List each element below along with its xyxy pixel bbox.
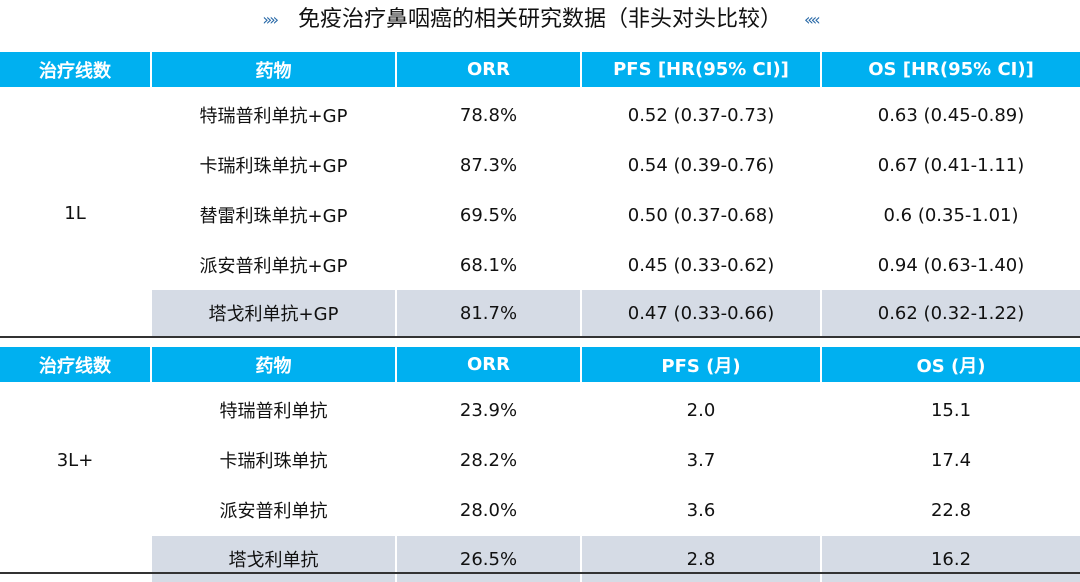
table-cell: 15.1 <box>930 399 972 421</box>
table2-header: 治疗线数 药物 ORR PFS (月) OS (月) <box>0 347 1080 382</box>
table-cell: 26.5% <box>397 536 580 582</box>
empty-cell <box>0 142 150 188</box>
divider <box>0 572 1080 574</box>
table-cell: 28.0% <box>459 499 518 521</box>
empty-cell <box>0 487 150 533</box>
table-cell: 0.52 (0.37-0.73) <box>627 104 775 126</box>
table-cell: 69.5% <box>459 204 518 226</box>
table1-line-label: 1L <box>64 203 86 224</box>
table-cell: 0.50 (0.37-0.68) <box>627 204 775 226</box>
column-header: OS [HR(95% CI)] <box>822 52 1080 87</box>
column-header: ORR <box>397 347 580 382</box>
table-cell: 81.7% <box>397 290 580 336</box>
table-cell: 22.8 <box>930 499 972 521</box>
table-cell: 0.6 (0.35-1.01) <box>883 204 1019 226</box>
empty-cell <box>0 536 150 582</box>
column-header: 治疗线数 <box>0 52 150 87</box>
table-row: 卡瑞利珠单抗+GP 87.3% 0.54 (0.39-0.76) 0.67 (0.41… <box>0 142 1080 188</box>
column-header: 药物 <box>152 347 395 382</box>
table-cell: 3.7 <box>686 449 716 471</box>
table-row: 塔戈利单抗 26.5% 2.8 16.2 <box>0 536 1080 582</box>
table-cell: 0.45 (0.33-0.62) <box>627 254 775 276</box>
column-header: 治疗线数 <box>0 347 150 382</box>
chevrons-left-icon: ‹‹‹‹ <box>804 10 821 29</box>
table-row: 替雷利珠单抗+GP 69.5% 0.50 (0.37-0.68) 0.6 (0.35-… <box>0 192 1080 238</box>
table-cell: 87.3% <box>459 154 518 176</box>
table-cell: 特瑞普利单抗 <box>219 401 328 422</box>
chevrons-right-icon: ›››› <box>262 10 279 29</box>
table-cell: 特瑞普利单抗+GP <box>199 106 348 127</box>
table-cell: 0.62 (0.32-1.22) <box>822 290 1080 336</box>
empty-cell <box>0 92 150 138</box>
table-cell: 17.4 <box>930 449 972 471</box>
table-row: 特瑞普利单抗+GP 78.8% 0.52 (0.37-0.73) 0.63 (0.45… <box>0 92 1080 138</box>
table-cell: 塔戈利单抗+GP <box>152 290 395 336</box>
table-cell: 替雷利珠单抗+GP <box>199 206 348 227</box>
title-text: 免疫治疗鼻咽癌的相关研究数据（非头对头比较） <box>297 7 782 32</box>
table-row: 卡瑞利珠单抗 28.2% 3.7 17.4 <box>0 437 1080 483</box>
table-cell: 派安普利单抗 <box>219 501 328 522</box>
table-cell: 派安普利单抗+GP <box>199 256 348 277</box>
column-header: 药物 <box>152 52 395 87</box>
table-cell: 0.63 (0.45-0.89) <box>877 104 1025 126</box>
table-cell: 23.9% <box>459 399 518 421</box>
table-cell: 0.54 (0.39-0.76) <box>627 154 775 176</box>
table-cell: 塔戈利单抗 <box>152 536 395 582</box>
table2-line-label: 3L+ <box>56 450 94 471</box>
table-cell: 2.0 <box>686 399 716 421</box>
empty-cell <box>0 387 150 433</box>
table-cell: 68.1% <box>459 254 518 276</box>
table-cell: 78.8% <box>459 104 518 126</box>
column-header: PFS (月) <box>582 347 820 382</box>
empty-cell <box>0 242 150 288</box>
column-header: OS (月) <box>822 347 1080 382</box>
page-title: ›››› 免疫治疗鼻咽癌的相关研究数据（非头对头比较） ‹‹‹‹ <box>0 4 1080 36</box>
table-row: 塔戈利单抗+GP 81.7% 0.47 (0.33-0.66) 0.62 (0.32-… <box>0 290 1080 336</box>
table-cell: 卡瑞利珠单抗+GP <box>199 156 348 177</box>
table-cell: 28.2% <box>459 449 518 471</box>
table-cell: 16.2 <box>822 536 1080 582</box>
divider <box>0 336 1080 338</box>
table-cell: 0.94 (0.63-1.40) <box>877 254 1025 276</box>
column-header: ORR <box>397 52 580 87</box>
column-header: PFS [HR(95% CI)] <box>582 52 820 87</box>
empty-cell <box>0 290 150 336</box>
table-cell: 3.6 <box>686 499 716 521</box>
table-row: 派安普利单抗+GP 68.1% 0.45 (0.33-0.62) 0.94 (0.63… <box>0 242 1080 288</box>
table-cell: 0.47 (0.33-0.66) <box>582 290 820 336</box>
table-cell: 卡瑞利珠单抗 <box>219 451 328 472</box>
table1-header: 治疗线数 药物 ORR PFS [HR(95% CI)] OS [HR(95% CI)] <box>0 52 1080 87</box>
table-row: 特瑞普利单抗 23.9% 2.0 15.1 <box>0 387 1080 433</box>
table-cell: 0.67 (0.41-1.11) <box>877 154 1025 176</box>
table-cell: 2.8 <box>582 536 820 582</box>
table-row: 派安普利单抗 28.0% 3.6 22.8 <box>0 487 1080 533</box>
